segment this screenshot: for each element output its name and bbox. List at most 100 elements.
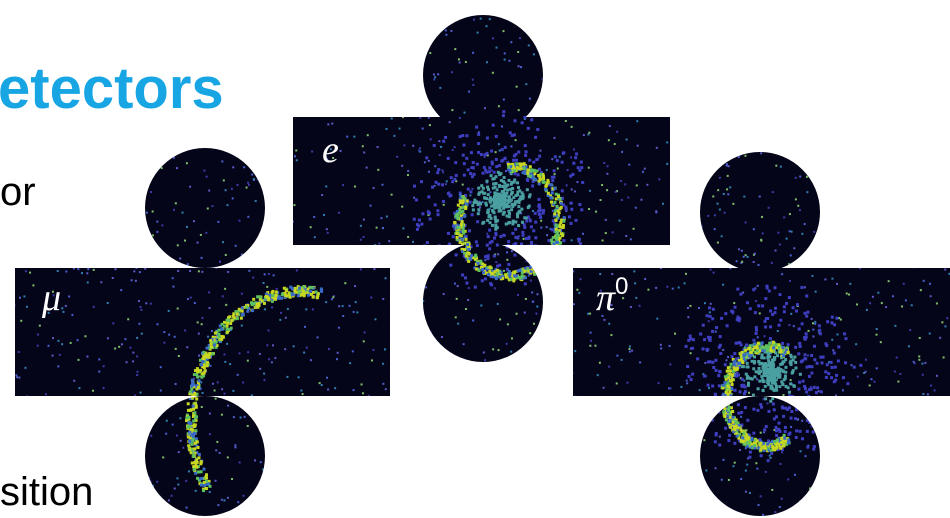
hit [712, 365, 716, 369]
hit [493, 185, 497, 189]
hit [92, 305, 95, 308]
hit [576, 166, 580, 170]
hit [412, 217, 416, 221]
hit [764, 362, 768, 366]
hit [77, 268, 80, 271]
hit [745, 343, 749, 347]
hit [579, 160, 583, 164]
hit [825, 211, 828, 214]
hit [565, 184, 568, 187]
hit [282, 193, 285, 196]
hit [546, 255, 550, 259]
hit [501, 125, 504, 128]
hit [495, 271, 499, 275]
hit [721, 399, 725, 403]
hit [839, 318, 842, 321]
hit [814, 320, 817, 323]
hit [760, 152, 763, 155]
hit [301, 393, 304, 396]
hit [766, 402, 769, 405]
hit [204, 486, 208, 490]
hit [119, 262, 122, 265]
hit [192, 385, 196, 389]
hit [590, 259, 593, 262]
hit [718, 208, 721, 211]
hit [743, 195, 746, 198]
hit [577, 110, 580, 113]
hit [42, 187, 45, 190]
hit [419, 116, 422, 119]
hit [530, 249, 533, 252]
hit [352, 310, 355, 313]
hit [452, 17, 455, 20]
hit [836, 434, 839, 437]
hit [138, 271, 141, 274]
hit [515, 158, 519, 162]
hit [538, 154, 542, 158]
hit [280, 293, 284, 297]
hit [556, 269, 560, 273]
hit [463, 251, 467, 255]
hit [465, 203, 469, 207]
hit [787, 438, 791, 442]
hit [366, 134, 369, 137]
hit [508, 131, 512, 135]
hit [562, 216, 566, 220]
hit [321, 194, 324, 197]
hit [354, 458, 357, 461]
hit [537, 209, 541, 213]
hit [64, 304, 67, 307]
hit [227, 318, 231, 322]
hit [629, 249, 632, 252]
hit [544, 254, 548, 258]
hit [789, 353, 793, 357]
hit [283, 291, 287, 295]
hit [202, 355, 206, 359]
hit [359, 268, 362, 271]
hit [858, 406, 861, 409]
hit [20, 157, 23, 160]
hit [437, 182, 441, 186]
hit [478, 200, 481, 203]
hit [207, 335, 210, 338]
hit [756, 408, 760, 412]
hit [532, 53, 535, 56]
hit [807, 394, 811, 398]
hit [759, 343, 763, 347]
hit [417, 149, 420, 152]
hit [548, 183, 552, 187]
hit [662, 430, 665, 433]
hit [474, 200, 478, 204]
hit [500, 148, 504, 152]
hit [458, 135, 462, 139]
hit [534, 263, 537, 266]
hit [491, 37, 494, 40]
hit [427, 170, 430, 173]
hit [405, 365, 407, 367]
hit [777, 421, 781, 425]
hit [921, 373, 924, 376]
hit [257, 303, 261, 307]
hit [774, 446, 778, 450]
hit [782, 305, 786, 309]
hit [461, 229, 465, 233]
hit [222, 179, 225, 182]
hit [237, 313, 241, 317]
hit [655, 255, 658, 258]
hit [295, 269, 298, 272]
hit [458, 233, 462, 237]
hit [281, 202, 283, 204]
hit [309, 405, 312, 408]
hit [601, 38, 604, 41]
hit [810, 353, 814, 357]
hit [470, 213, 474, 217]
hit [576, 8, 578, 10]
hit [221, 335, 225, 339]
hit [864, 370, 867, 373]
hit [594, 344, 597, 347]
hit [767, 363, 771, 366]
hit [453, 211, 457, 215]
hit [514, 235, 518, 239]
hit [757, 446, 761, 450]
hit [517, 235, 520, 238]
